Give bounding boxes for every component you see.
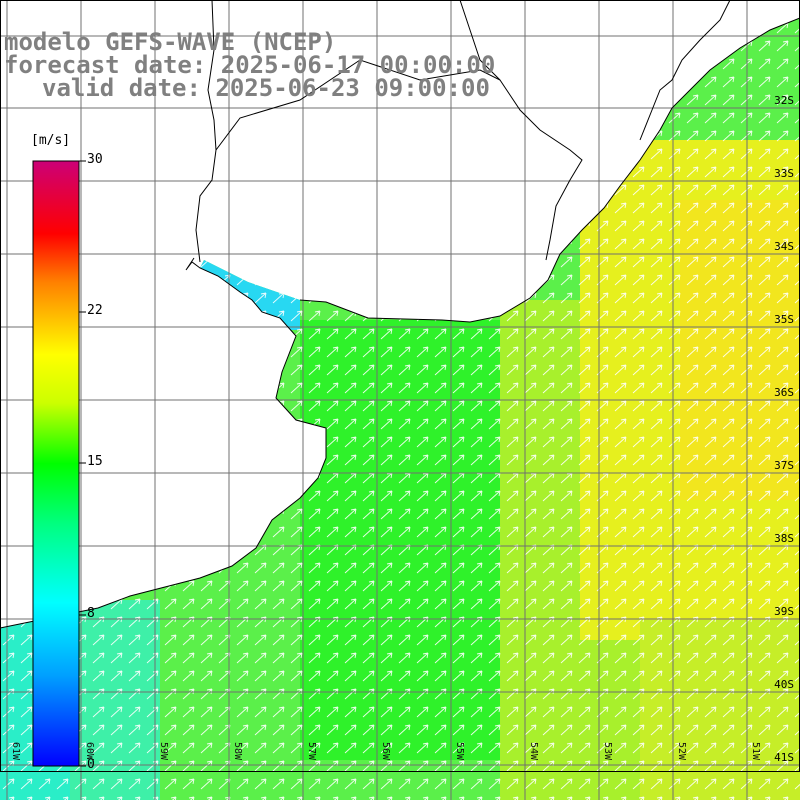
colorbar-tick-label: 0: [87, 757, 95, 772]
forecast-date: forecast date: 2025-06-17 00:00:00: [4, 51, 496, 79]
lon-label: 60W: [84, 742, 95, 761]
map-title: modelo GEFS-WAVE (NCEP): [4, 28, 337, 56]
lon-label: 51W: [750, 742, 761, 761]
colorbar-tick-label: 8: [87, 606, 95, 621]
lat-label: 36S: [774, 386, 794, 399]
rio-de-la-plata-coast: [299, 17, 800, 323]
lon-label: 56W: [380, 742, 391, 761]
lat-label: 32S: [774, 94, 794, 107]
colorbar: [32, 160, 86, 767]
lagoa-mirim: [639, 0, 731, 141]
colorbar-unit: [m/s]: [31, 133, 71, 148]
lat-label: 41S: [774, 751, 794, 764]
colorbar-gradient: [32, 160, 80, 767]
colorbar-tick-label: 15: [87, 454, 103, 469]
lon-label: 61W: [10, 742, 21, 761]
lat-label: 38S: [774, 532, 794, 545]
lat-label: 39S: [774, 605, 794, 618]
lon-label: 53W: [602, 742, 613, 761]
lon-label: 55W: [454, 742, 465, 761]
lat-label: 40S: [774, 678, 794, 691]
atlantic-coastline: [0, 257, 327, 629]
colorbar-tick-label: 30: [87, 152, 103, 167]
lon-label: 52W: [676, 742, 687, 761]
uruguay-border: [195, 0, 583, 263]
valid-date: valid date: 2025-06-23 09:00:00: [42, 74, 490, 102]
lon-label: 54W: [528, 742, 539, 761]
lon-label: 58W: [232, 742, 243, 761]
lat-label: 37S: [774, 459, 794, 472]
lat-label: 33S: [774, 167, 794, 180]
colorbar-tick-label: 22: [87, 303, 103, 318]
river-border: [459, 0, 501, 81]
lon-label: 59W: [158, 742, 169, 761]
lat-label: 34S: [774, 240, 794, 253]
lat-label: 35S: [774, 313, 794, 326]
coastlines: [0, 0, 800, 629]
lon-label: 57W: [306, 742, 317, 761]
